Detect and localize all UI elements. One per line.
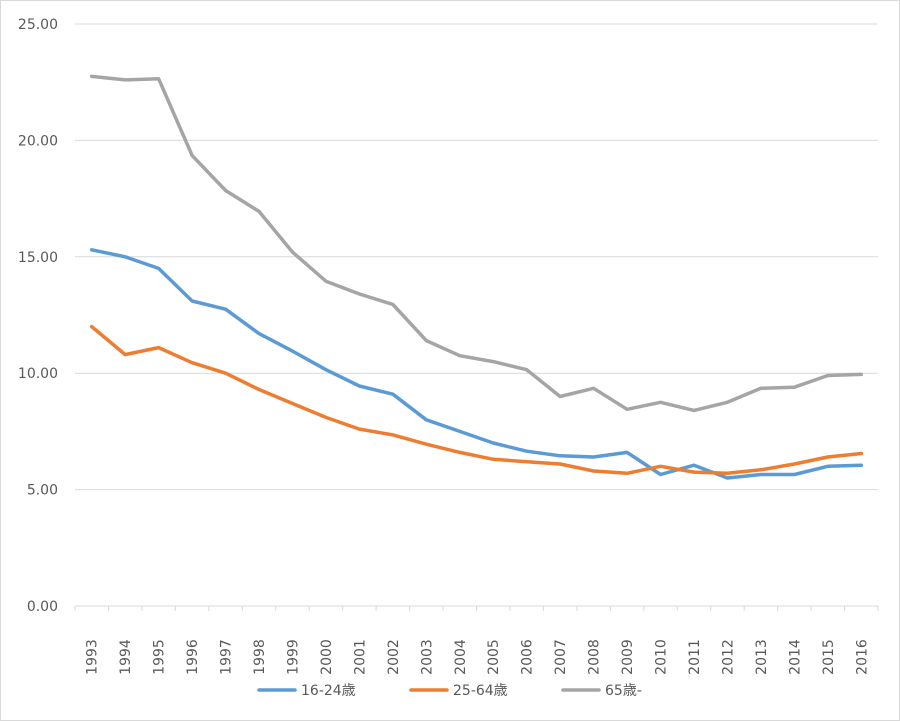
x-tick-label: 2002 bbox=[386, 639, 402, 675]
x-tick-label: 1993 bbox=[85, 639, 101, 675]
y-tick-label: 25.00 bbox=[18, 17, 58, 33]
x-tick-label: 2000 bbox=[319, 639, 335, 675]
x-tick-label: 2015 bbox=[821, 639, 837, 675]
x-tick-label: 1997 bbox=[219, 639, 235, 675]
x-tick-label: 2008 bbox=[587, 639, 603, 675]
x-tick-label: 1994 bbox=[118, 639, 134, 675]
x-axis bbox=[74, 605, 879, 611]
x-tick-label: 2016 bbox=[854, 639, 870, 675]
x-tick-label: 2011 bbox=[687, 639, 703, 675]
y-tick-label: 15.00 bbox=[18, 250, 58, 266]
x-tick-label: 1996 bbox=[185, 639, 201, 675]
y-tick-label: 20.00 bbox=[18, 133, 58, 149]
series-lines bbox=[89, 74, 864, 480]
y-tick-label: 5.00 bbox=[27, 483, 58, 499]
x-tick-label: 2009 bbox=[620, 639, 636, 675]
x-tick-label: 2004 bbox=[453, 639, 469, 675]
x-tick-label: 2013 bbox=[754, 639, 770, 675]
x-tick-label: 2010 bbox=[654, 639, 670, 675]
y-tick-label: 0.00 bbox=[27, 599, 58, 615]
x-tick-label: 2003 bbox=[419, 639, 435, 675]
x-tick-label: 1995 bbox=[152, 639, 168, 675]
legend-label-1: 16-24歳 bbox=[301, 683, 356, 699]
x-tick-label: 2005 bbox=[486, 639, 502, 675]
series-line-3 bbox=[89, 74, 864, 413]
legend: 16-24歳 25-64歳 65歳- bbox=[257, 683, 642, 699]
series-line-2 bbox=[89, 324, 864, 476]
x-tick-label: 2007 bbox=[553, 639, 569, 675]
x-tick-label: 2001 bbox=[352, 639, 368, 675]
gridlines bbox=[75, 23, 878, 491]
legend-label-2: 25-64歳 bbox=[453, 683, 508, 699]
x-tick-label: 2012 bbox=[720, 639, 736, 675]
y-axis-tick-labels: 0.00 5.00 10.00 15.00 20.00 25.00 bbox=[18, 17, 58, 615]
y-tick-label: 10.00 bbox=[18, 366, 58, 382]
x-tick-label: 2014 bbox=[787, 639, 803, 675]
series-line-1 bbox=[89, 248, 864, 480]
x-tick-label: 2006 bbox=[520, 639, 536, 675]
x-axis-tick-labels: 1993 1994 1995 1996 1997 1998 1999 2000 2001 2002… bbox=[85, 639, 871, 675]
legend-label-3: 65歳- bbox=[605, 683, 642, 699]
x-tick-label: 1999 bbox=[285, 639, 301, 675]
x-tick-label: 1998 bbox=[252, 639, 268, 675]
